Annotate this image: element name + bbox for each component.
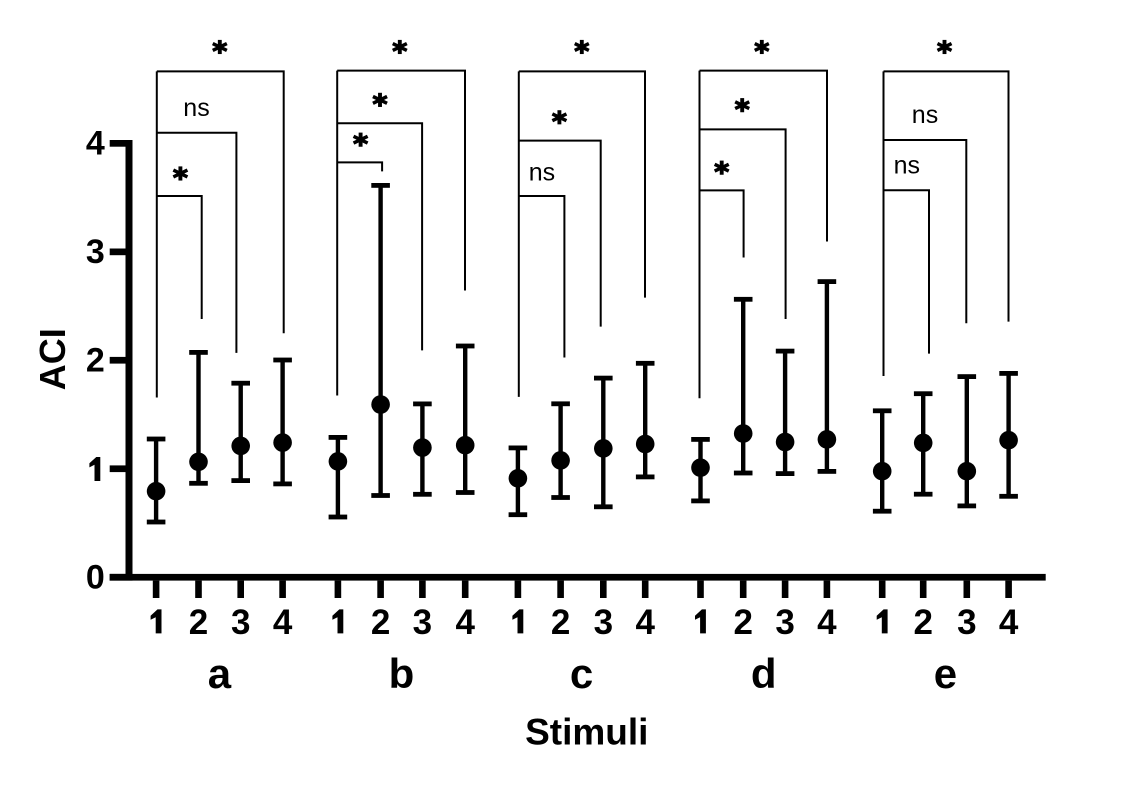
svg-text:a: a xyxy=(208,650,232,697)
svg-text:4: 4 xyxy=(999,603,1019,642)
svg-text:2: 2 xyxy=(733,603,752,642)
svg-text:3: 3 xyxy=(594,603,613,642)
svg-text:2: 2 xyxy=(551,603,570,642)
svg-text:3: 3 xyxy=(775,603,794,642)
svg-text:3: 3 xyxy=(86,233,105,271)
svg-text:d: d xyxy=(751,650,777,697)
svg-text:b: b xyxy=(389,650,415,697)
svg-text:Stimuli: Stimuli xyxy=(525,712,648,753)
svg-text:4: 4 xyxy=(455,603,475,642)
svg-text:2: 2 xyxy=(371,603,390,642)
svg-text:3: 3 xyxy=(413,603,432,642)
svg-text:c: c xyxy=(570,650,593,697)
svg-text:4: 4 xyxy=(86,124,105,162)
svg-text:ns: ns xyxy=(894,151,920,179)
svg-text:2: 2 xyxy=(86,341,105,379)
svg-text:4: 4 xyxy=(635,603,655,642)
svg-text:3: 3 xyxy=(957,603,976,642)
svg-text:ns: ns xyxy=(183,94,209,122)
svg-text:4: 4 xyxy=(273,603,293,642)
svg-text:2: 2 xyxy=(189,603,208,642)
svg-text:0: 0 xyxy=(86,558,105,596)
svg-text:ns: ns xyxy=(529,158,555,186)
svg-text:ns: ns xyxy=(912,101,938,129)
svg-text:4: 4 xyxy=(817,603,837,642)
svg-text:2: 2 xyxy=(913,603,932,642)
svg-text:e: e xyxy=(934,650,957,697)
svg-text:ACI: ACI xyxy=(32,328,73,390)
svg-text:3: 3 xyxy=(231,603,250,642)
